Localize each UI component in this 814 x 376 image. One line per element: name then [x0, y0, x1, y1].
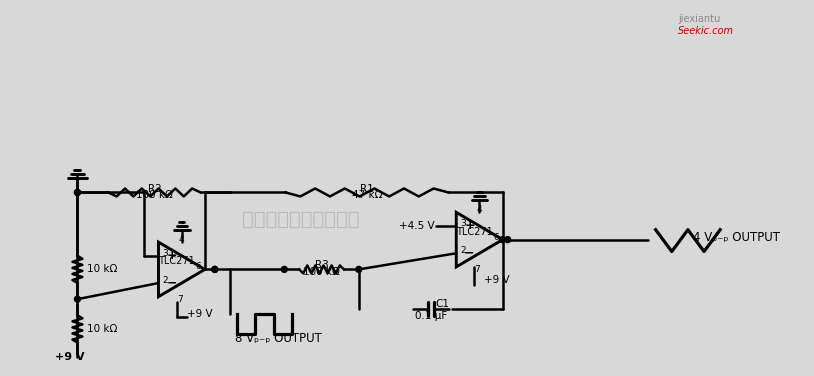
Circle shape [505, 237, 510, 243]
Text: 7: 7 [475, 265, 480, 274]
Text: 6: 6 [493, 233, 499, 242]
Text: 0.1 μF: 0.1 μF [414, 311, 447, 321]
Text: 100 kΩ: 100 kΩ [303, 267, 340, 277]
Text: 3: 3 [163, 249, 168, 258]
Text: 100 kΩ: 100 kΩ [136, 190, 173, 200]
Text: +: + [166, 249, 177, 262]
Text: 2: 2 [163, 276, 168, 285]
Text: C1: C1 [435, 299, 449, 309]
Circle shape [356, 267, 361, 272]
Text: +9 V: +9 V [55, 352, 85, 362]
Text: −: − [464, 247, 475, 260]
Circle shape [212, 267, 218, 272]
Circle shape [500, 237, 505, 243]
Text: +4.5 V: +4.5 V [399, 221, 435, 231]
Text: 4 Vₚ₋ₚ OUTPUT: 4 Vₚ₋ₚ OUTPUT [693, 231, 780, 244]
Text: 8 Vₚ₋ₚ OUTPUT: 8 Vₚ₋ₚ OUTPUT [234, 332, 322, 346]
Text: 2: 2 [460, 246, 466, 255]
Text: R3: R3 [315, 261, 328, 270]
Text: TLC271: TLC271 [159, 256, 195, 267]
Text: 杭州裕睿科技有限公司: 杭州裕睿科技有限公司 [242, 210, 360, 229]
Text: 7: 7 [177, 295, 182, 304]
Text: +: + [464, 220, 475, 232]
Text: R1: R1 [360, 183, 374, 194]
Text: 6: 6 [195, 262, 201, 271]
Text: 10 kΩ: 10 kΩ [87, 264, 118, 274]
Text: Seekic.com: Seekic.com [678, 26, 734, 36]
Text: −: − [166, 276, 177, 290]
Circle shape [282, 267, 287, 272]
Text: 10 kΩ: 10 kΩ [87, 324, 118, 334]
Text: 47 kΩ: 47 kΩ [352, 190, 383, 200]
Text: +9 V: +9 V [484, 275, 510, 285]
Text: jiexiantu: jiexiantu [678, 14, 720, 24]
Text: 4: 4 [477, 205, 482, 214]
Circle shape [74, 190, 81, 196]
Circle shape [212, 267, 218, 272]
Text: 3: 3 [460, 219, 466, 228]
Circle shape [74, 296, 81, 302]
Text: R2: R2 [147, 183, 161, 194]
Circle shape [74, 190, 81, 196]
Text: TLC271: TLC271 [456, 227, 492, 237]
Text: +9 V: +9 V [186, 309, 212, 318]
Text: 4: 4 [179, 235, 185, 244]
